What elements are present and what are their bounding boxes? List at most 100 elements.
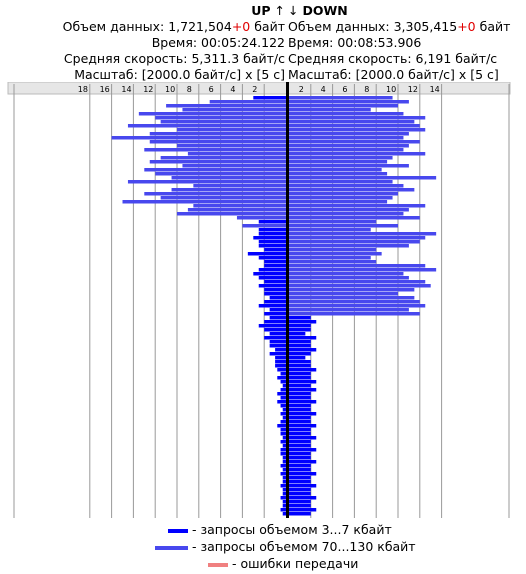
up-bar — [269, 352, 286, 356]
legend-large-label: - запросы объемом 70...130 кбайт — [191, 539, 416, 554]
down-bar — [289, 396, 311, 400]
legend-small-swatch — [168, 528, 188, 533]
up-bar — [282, 488, 286, 492]
up-bar — [269, 340, 286, 344]
up-bar — [282, 468, 286, 472]
down-bar — [289, 252, 382, 256]
up-bar — [275, 364, 286, 368]
down-bar — [289, 152, 426, 156]
up-bar — [269, 316, 286, 320]
up-bar — [193, 184, 286, 188]
down-tick-label: 10 — [386, 85, 396, 94]
up-bar — [269, 332, 286, 336]
down-bar — [289, 184, 404, 188]
up-bar — [280, 404, 286, 408]
down-bar — [289, 296, 415, 300]
up-bar — [280, 380, 286, 384]
down-bar — [289, 108, 371, 112]
down-bar — [289, 268, 437, 272]
down-bar — [289, 292, 398, 296]
up-bar — [144, 192, 286, 196]
down-bar — [289, 332, 306, 336]
down-bar — [289, 176, 437, 180]
up-bar — [282, 492, 286, 496]
up-bar — [280, 484, 286, 488]
up-bar — [247, 252, 286, 256]
down-tick-label: 6 — [342, 85, 347, 94]
down-bar — [289, 488, 311, 492]
down-bar — [289, 192, 398, 196]
up-bar — [258, 304, 286, 308]
down-bar — [289, 236, 426, 240]
up-bar — [282, 500, 286, 504]
up-bar — [282, 504, 286, 508]
up-bar — [258, 276, 286, 280]
down-bar — [289, 432, 311, 436]
up-bar — [269, 296, 286, 300]
down-bar — [289, 160, 388, 164]
legend-errors-label: - ошибки передачи — [231, 556, 359, 571]
legend-small-label: - запросы объемом 3...7 кбайт — [191, 522, 392, 537]
down-bar — [289, 464, 311, 468]
up-bar — [166, 104, 286, 108]
down-tick-label: 4 — [321, 85, 326, 94]
up-bar — [160, 156, 286, 160]
down-bar — [289, 340, 311, 344]
down-bar — [289, 132, 409, 136]
down-bar — [289, 388, 317, 392]
down-bar — [289, 476, 311, 480]
up-bar — [264, 260, 286, 264]
up-bar — [282, 384, 286, 388]
down-bar — [289, 324, 311, 328]
down-bar — [289, 240, 420, 244]
up-bar — [187, 208, 286, 212]
down-bar — [289, 384, 311, 388]
up-bar — [171, 188, 286, 192]
traffic-chart: 18 16 14 12 10 8 6 4 2 2 4 6 8 10 12 14 — [7, 82, 511, 518]
down-bar — [289, 504, 311, 508]
up-bar — [160, 120, 286, 124]
up-bar — [282, 512, 286, 516]
down-bar — [289, 496, 317, 500]
up-bar — [177, 144, 286, 148]
up-bar — [171, 176, 286, 180]
up-bar — [282, 416, 286, 420]
up-bar — [253, 272, 286, 276]
up-bar — [280, 496, 286, 500]
up-bar — [280, 508, 286, 512]
down-bar — [289, 408, 311, 412]
up-bar — [277, 400, 286, 404]
down-bar — [289, 180, 393, 184]
up-bar — [177, 128, 286, 132]
up-bar — [264, 288, 286, 292]
up-bar — [269, 344, 286, 348]
up-bar — [177, 212, 286, 216]
down-bar — [289, 300, 420, 304]
up-bar — [111, 136, 286, 140]
up-bar — [280, 448, 286, 452]
down-bar — [289, 136, 404, 140]
down-bar — [289, 308, 409, 312]
up-bar — [209, 100, 286, 104]
down-bar — [289, 276, 409, 280]
down-bar — [289, 364, 311, 368]
down-header: ↓ DOWN Объем данных: 3,305,415+0 байт Вр… — [288, 3, 510, 83]
up-bar — [253, 96, 286, 100]
up-bar — [155, 116, 286, 120]
up-bar — [155, 172, 286, 176]
down-bar — [289, 248, 377, 252]
up-bar — [138, 112, 286, 116]
up-bar — [242, 224, 286, 228]
down-bar — [289, 436, 317, 440]
down-bar — [289, 168, 382, 172]
up-bar — [264, 248, 286, 252]
down-bar — [289, 208, 409, 212]
up-bar — [264, 280, 286, 284]
down-bar — [289, 244, 409, 248]
down-bar — [289, 220, 377, 224]
up-bar — [258, 256, 286, 260]
down-bar — [289, 204, 426, 208]
down-bar — [289, 356, 306, 360]
up-title: UP ↑ — [251, 3, 285, 18]
down-bar — [289, 216, 420, 220]
